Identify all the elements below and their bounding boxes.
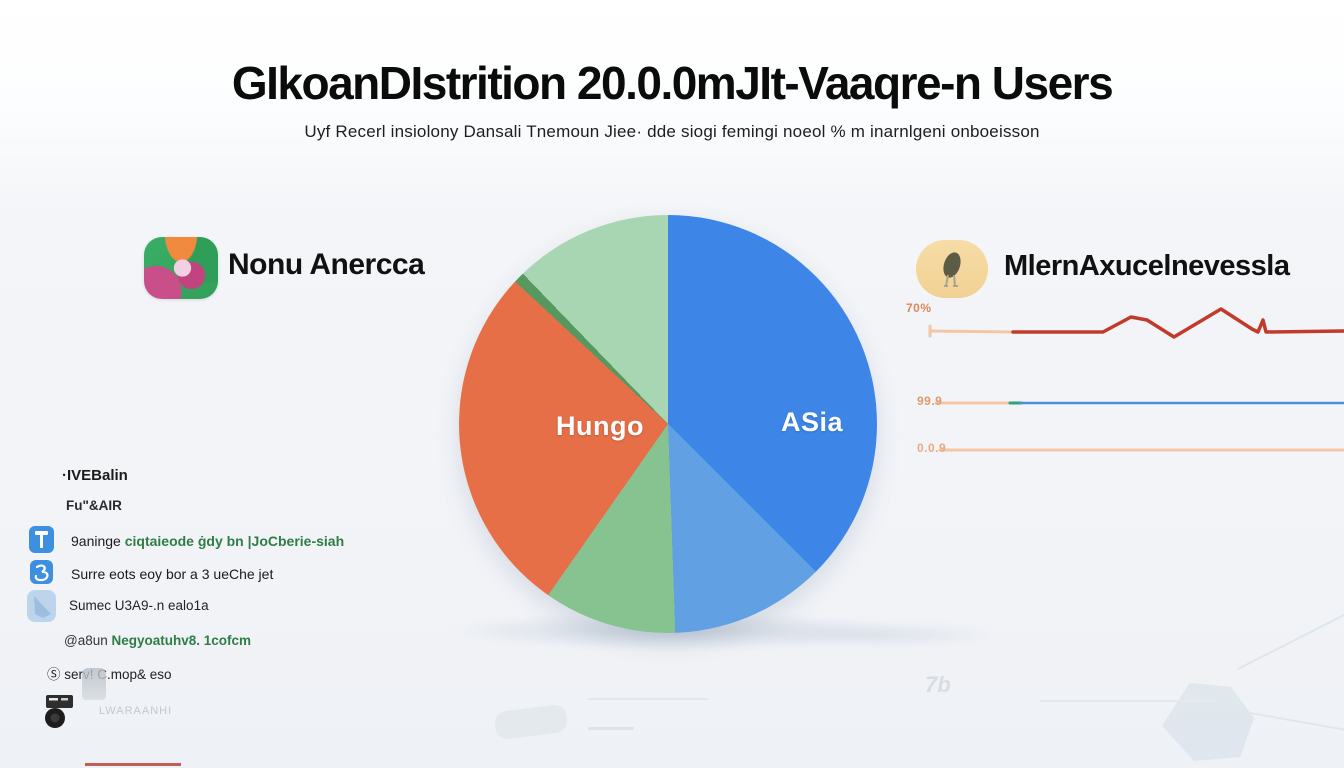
left-section-title: Nonu Anercca: [228, 248, 425, 281]
page-subtitle: Uyf Recerl insiolony Dansali Tnemoun Jie…: [304, 122, 1040, 141]
decor-blob: [493, 703, 569, 741]
line-chart: 70% 99.9 0.0.9: [900, 295, 1344, 465]
list-item-text: 9aninge: [71, 533, 125, 549]
list-item-text-green: Negyoatuhv8. 1cofcm: [111, 633, 252, 648]
decor-hexagon: [1162, 683, 1254, 761]
line-tick-label: 0.0.9: [917, 441, 947, 455]
camera-icon: [44, 690, 76, 732]
abstract-globe-icon: [144, 237, 218, 299]
list-item: @a8un Negyoatuhv8. 1cofcm: [64, 633, 251, 648]
right-section-title: MlernAxucelnevessla: [1004, 250, 1290, 282]
decor-line: [588, 698, 708, 700]
page-title: GIkoanDIstrition 20.0.0mJIt-Vaaqre-n Use…: [231, 57, 1114, 109]
wedge-lightblue-icon: [27, 590, 56, 622]
pie-chart: Hungo ASia: [459, 215, 877, 633]
decor-line: [1249, 712, 1344, 745]
bird-badge-icon: [916, 240, 988, 298]
decor-line: [1237, 563, 1344, 670]
line-tick-label: 70%: [906, 301, 932, 315]
decor-line: [1040, 700, 1220, 702]
gray-figure-icon: [82, 668, 106, 700]
list-item: Ⓢ serv! C.mop& eso: [47, 667, 172, 682]
watermark-text: 7b: [925, 672, 951, 697]
pie-slice-label-right: ASia: [780, 407, 844, 437]
pie-slice-label-left: Hungo: [556, 411, 644, 441]
swirl-blue-icon: [30, 560, 53, 584]
list-item-faint: LWARAANHI: [99, 705, 173, 717]
decor-line: [588, 727, 634, 730]
decor-red-segment: [85, 763, 181, 766]
list-item: Fu"&AIR: [66, 498, 122, 513]
list-item: ·IVEBalin: [62, 467, 128, 484]
pie-shadow-secondary: [760, 622, 1000, 648]
list-item: Sumec U3A9-.n ealo1a: [69, 598, 209, 613]
line-tick-label: 99.9: [917, 394, 943, 408]
list-item: Surre eots eoy bor a 3 ueChe jet: [71, 566, 274, 582]
list-item: 9aninge ciqtaieode ġdy bn |JoCberie-siah: [71, 533, 344, 549]
bird-silhouette-icon: [943, 252, 961, 287]
list-item-text: @a8un: [64, 633, 112, 648]
flag-blue-icon: [29, 526, 54, 553]
list-item-text-green: ciqtaieode ġdy bn |JoCberie-siah: [124, 533, 345, 549]
line-chart-svg: [928, 307, 1344, 452]
